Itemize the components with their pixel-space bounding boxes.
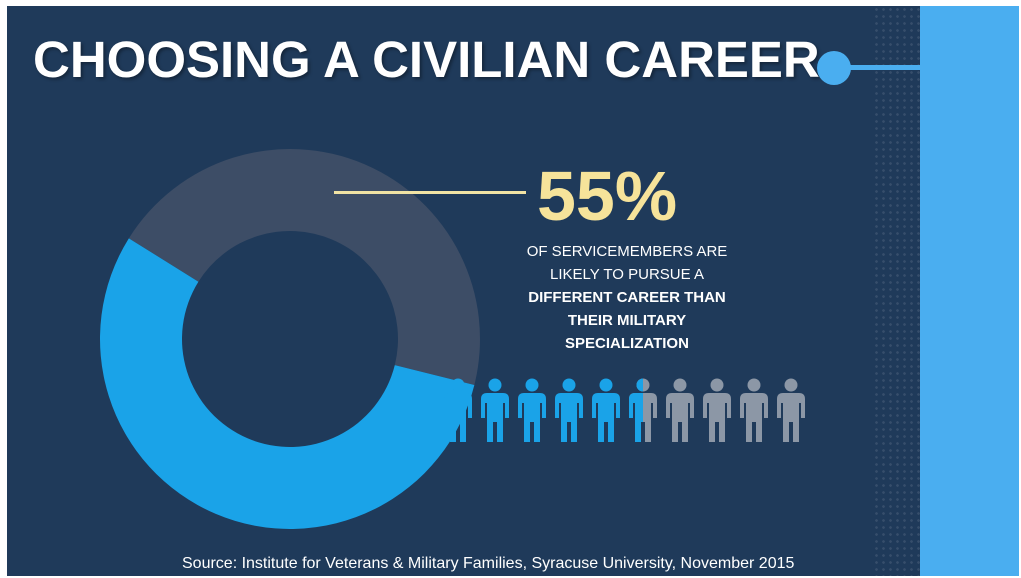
person-icon (629, 378, 657, 442)
leader-line (334, 191, 526, 194)
person-icon (740, 378, 768, 442)
page-title: CHOOSING A CIVILIAN CAREER (33, 31, 820, 88)
person-icon (444, 378, 472, 442)
person-icon (481, 378, 509, 442)
desc-line-2: LIKELY TO PURSUE A (550, 266, 704, 283)
person-icon (555, 378, 583, 442)
dot-pattern (873, 6, 921, 576)
donut-slice-highlight (100, 238, 475, 529)
person-icon (777, 378, 805, 442)
desc-line-1: OF SERVICEMEMBERS ARE (526, 243, 728, 260)
desc-line-3: DIFFERENT CAREER THAN (528, 289, 726, 306)
desc-line-5: SPECIALIZATION (565, 335, 689, 352)
source-note: Source: Institute for Veterans & Militar… (182, 555, 795, 572)
infographic-slide: CHOOSING A CIVILIAN CAREER 55% OF SERVIC… (7, 6, 1019, 576)
person-icon (703, 378, 731, 442)
person-icon (518, 378, 546, 442)
person-icon (666, 378, 694, 442)
donut-slice-remainder (128, 148, 481, 385)
donut-chart (100, 148, 481, 529)
percent-value: 55% (537, 157, 678, 235)
title-connector-line (845, 65, 921, 70)
person-icon (592, 378, 620, 442)
pictograph (444, 378, 805, 442)
side-bar (920, 6, 1019, 576)
stat-description: OF SERVICEMEMBERS ARE LIKELY TO PURSUE A… (497, 240, 757, 355)
desc-line-4: THEIR MILITARY (567, 312, 687, 329)
